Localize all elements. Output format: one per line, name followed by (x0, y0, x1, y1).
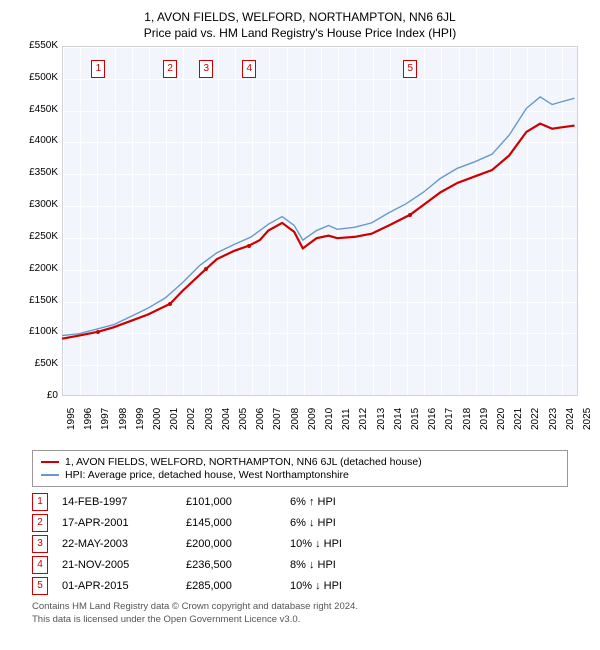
transactions-table: 1 14-FEB-1997 £101,000 6% ↑ HPI 2 17-APR-2001… (32, 493, 568, 595)
x-axis-label: 1999 (135, 408, 146, 430)
y-axis-label: £200K (18, 263, 58, 274)
y-axis-label: £300K (18, 199, 58, 210)
legend-swatch (41, 461, 59, 463)
transaction-row: 1 14-FEB-1997 £101,000 6% ↑ HPI (32, 493, 568, 511)
transaction-row: 3 22-MAY-2003 £200,000 10% ↓ HPI (32, 535, 568, 553)
x-axis-label: 1997 (100, 408, 111, 430)
transaction-date: 14-FEB-1997 (62, 496, 172, 508)
chart-title-main: 1, AVON FIELDS, WELFORD, NORTHAMPTON, NN… (12, 10, 588, 24)
transaction-row: 2 17-APR-2001 £145,000 6% ↓ HPI (32, 514, 568, 532)
x-axis-label: 2023 (548, 408, 559, 430)
x-axis-label: 2016 (427, 408, 438, 430)
chart-titles: 1, AVON FIELDS, WELFORD, NORTHAMPTON, NN… (12, 10, 588, 40)
x-axis-label: 2002 (186, 408, 197, 430)
transaction-price: £236,500 (186, 559, 276, 571)
x-axis-label: 2008 (290, 408, 301, 430)
chart-lines (62, 46, 578, 396)
x-axis-label: 2014 (393, 408, 404, 430)
y-axis-label: £450K (18, 104, 58, 115)
y-axis-label: £0 (18, 390, 58, 401)
attribution-footer: Contains HM Land Registry data © Crown c… (32, 601, 568, 627)
transaction-index: 3 (32, 535, 48, 553)
chart-legend: 1, AVON FIELDS, WELFORD, NORTHAMPTON, NN… (32, 450, 568, 487)
y-axis-label: £150K (18, 295, 58, 306)
x-axis-label: 2017 (444, 408, 455, 430)
x-axis-label: 2019 (479, 408, 490, 430)
series-property (62, 124, 575, 339)
y-axis-label: £400K (18, 135, 58, 146)
legend-item: 1, AVON FIELDS, WELFORD, NORTHAMPTON, NN… (41, 456, 559, 468)
transaction-index: 1 (32, 493, 48, 511)
x-axis-label: 2021 (513, 408, 524, 430)
footer-line-1: Contains HM Land Registry data © Crown c… (32, 601, 568, 614)
sale-marker (408, 213, 412, 217)
x-axis-label: 2018 (462, 408, 473, 430)
x-axis-label: 1998 (118, 408, 129, 430)
transaction-index: 5 (32, 577, 48, 595)
y-axis-label: £550K (18, 40, 58, 51)
transaction-index: 2 (32, 514, 48, 532)
x-axis-label: 2005 (238, 408, 249, 430)
annotation-box: 2 (163, 60, 177, 78)
transaction-price: £200,000 (186, 538, 276, 550)
annotation-box: 5 (403, 60, 417, 78)
transaction-price: £145,000 (186, 517, 276, 529)
y-axis-label: £250K (18, 231, 58, 242)
x-axis-label: 2012 (358, 408, 369, 430)
x-axis-label: 2001 (169, 408, 180, 430)
annotation-box: 1 (91, 60, 105, 78)
x-axis-label: 2009 (307, 408, 318, 430)
transaction-date: 17-APR-2001 (62, 517, 172, 529)
chart-title-sub: Price paid vs. HM Land Registry's House … (12, 26, 588, 40)
annotation-box: 3 (199, 60, 213, 78)
sale-marker (168, 302, 172, 306)
sale-marker (247, 244, 251, 248)
transaction-date: 21-NOV-2005 (62, 559, 172, 571)
x-axis-label: 2024 (565, 408, 576, 430)
transaction-vs-hpi: 6% ↑ HPI (290, 496, 390, 508)
transaction-price: £285,000 (186, 580, 276, 592)
transaction-date: 01-APR-2015 (62, 580, 172, 592)
x-axis-label: 2010 (324, 408, 335, 430)
transaction-date: 22-MAY-2003 (62, 538, 172, 550)
y-axis-label: £50K (18, 358, 58, 369)
page-container: 1, AVON FIELDS, WELFORD, NORTHAMPTON, NN… (0, 0, 600, 633)
legend-swatch (41, 474, 59, 475)
x-axis-label: 1995 (66, 408, 77, 430)
y-axis-label: £350K (18, 167, 58, 178)
gridline-v (579, 47, 580, 395)
transaction-row: 4 21-NOV-2005 £236,500 8% ↓ HPI (32, 556, 568, 574)
x-axis-label: 2004 (221, 408, 232, 430)
transaction-row: 5 01-APR-2015 £285,000 10% ↓ HPI (32, 577, 568, 595)
legend-item: HPI: Average price, detached house, West… (41, 469, 559, 481)
x-axis-label: 2006 (255, 408, 266, 430)
legend-label: HPI: Average price, detached house, West… (65, 469, 349, 481)
legend-label: 1, AVON FIELDS, WELFORD, NORTHAMPTON, NN… (65, 456, 422, 468)
transaction-vs-hpi: 6% ↓ HPI (290, 517, 390, 529)
x-axis-label: 2022 (530, 408, 541, 430)
transaction-price: £101,000 (186, 496, 276, 508)
price-chart: £0 £50K £100K £150K £200K £250K £300K £350K £400… (12, 46, 588, 444)
y-axis-label: £500K (18, 72, 58, 83)
transaction-vs-hpi: 10% ↓ HPI (290, 580, 390, 592)
x-axis-label: 2013 (376, 408, 387, 430)
x-axis-label: 2025 (582, 408, 593, 430)
transaction-vs-hpi: 10% ↓ HPI (290, 538, 390, 550)
x-axis-label: 2007 (272, 408, 283, 430)
transaction-index: 4 (32, 556, 48, 574)
x-axis-label: 2011 (341, 408, 352, 430)
y-axis-label: £100K (18, 326, 58, 337)
series-hpi (62, 97, 575, 336)
x-axis-label: 2020 (496, 408, 507, 430)
x-axis-label: 2003 (204, 408, 215, 430)
x-axis-label: 1996 (83, 408, 94, 430)
footer-line-2: This data is licensed under the Open Gov… (32, 614, 568, 627)
x-axis-label: 2000 (152, 408, 163, 430)
gridline-h (63, 397, 577, 398)
annotation-box: 4 (242, 60, 256, 78)
x-axis-label: 2015 (410, 408, 421, 430)
transaction-vs-hpi: 8% ↓ HPI (290, 559, 390, 571)
